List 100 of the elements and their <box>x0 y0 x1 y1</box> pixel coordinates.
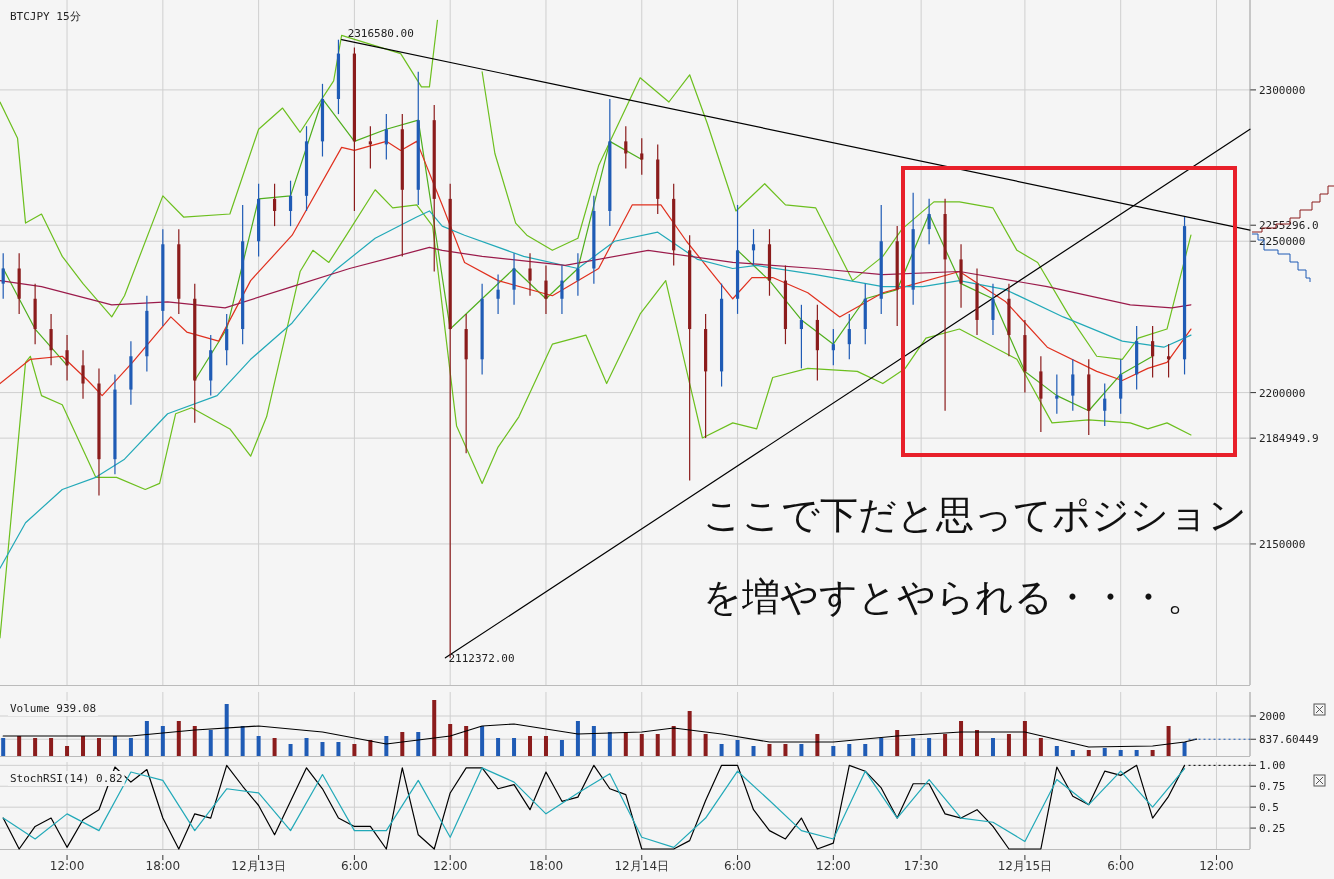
bar <box>1086 750 1091 756</box>
bar <box>975 730 980 756</box>
bar <box>990 738 995 756</box>
bar <box>623 732 628 756</box>
text: BTCJPY 15分 <box>10 10 81 23</box>
candlestick <box>368 125 372 170</box>
candlestick <box>560 264 564 315</box>
bar <box>799 744 804 756</box>
bar <box>512 738 517 756</box>
y-tick-label: 0.25 <box>1259 822 1286 836</box>
annotation: 2112372.00 <box>448 651 515 665</box>
bar <box>863 744 868 756</box>
bar <box>1022 721 1027 756</box>
candlestick <box>927 198 931 245</box>
bar <box>368 740 373 756</box>
x-tick-label: 17:30 <box>903 859 939 873</box>
bar <box>240 726 245 756</box>
bar <box>943 734 948 756</box>
bar <box>1054 746 1059 756</box>
x-tick-label: 18:00 <box>145 859 181 873</box>
candlestick <box>847 313 851 360</box>
bar <box>336 742 341 756</box>
candlestick <box>496 273 500 315</box>
candlestick <box>831 328 835 366</box>
bar <box>751 746 756 756</box>
bar <box>1118 750 1123 756</box>
candlestick <box>640 137 644 176</box>
bar <box>1134 750 1139 756</box>
candlestick <box>65 334 69 382</box>
bar <box>559 740 564 756</box>
bar <box>400 732 405 756</box>
bar <box>496 738 501 756</box>
x-tick-label: 12月13日 <box>231 859 286 873</box>
x-tick-label: 12:00 <box>1199 859 1234 873</box>
bar <box>288 744 293 756</box>
bar <box>1006 734 1011 756</box>
bar <box>1 738 6 756</box>
bar <box>416 732 421 756</box>
bar <box>352 744 357 756</box>
bar <box>65 746 70 756</box>
x-tick-label: 6:00 <box>724 859 752 873</box>
bar <box>192 726 197 756</box>
y-tick-label: 2300000 <box>1259 83 1306 97</box>
text: StochRSI(14) 0.82 <box>10 772 123 785</box>
candlestick <box>1071 358 1075 412</box>
bar <box>1070 750 1075 756</box>
bar <box>272 738 277 756</box>
bar <box>767 744 772 756</box>
candlestick <box>1166 343 1171 379</box>
y-tick-label: 2150000 <box>1259 537 1306 551</box>
bar <box>112 736 117 756</box>
x-tick-label: 12:00 <box>816 859 851 873</box>
bar <box>927 738 932 756</box>
bar <box>96 738 101 756</box>
bar <box>847 744 852 756</box>
bar <box>959 721 964 756</box>
bar <box>735 740 740 756</box>
bar <box>671 726 676 756</box>
bar <box>543 736 548 756</box>
candlestick <box>1151 325 1155 379</box>
bar <box>1150 750 1155 756</box>
candlestick <box>1103 382 1107 427</box>
y-tick-label: 2184949.9 <box>1259 432 1319 446</box>
bar <box>81 736 86 756</box>
bar <box>815 734 820 756</box>
bar <box>879 738 884 756</box>
annotation: ここで下だと思ってポジション <box>703 493 1247 537</box>
bar <box>703 734 708 756</box>
bar <box>480 726 485 756</box>
candlestick <box>81 349 85 400</box>
bar <box>911 738 916 756</box>
bar <box>528 736 533 756</box>
bar <box>208 730 213 756</box>
x-tick-label: 12:00 <box>432 859 468 873</box>
bar <box>719 744 724 756</box>
bar <box>224 704 229 756</box>
y-tick-label: 0.5 <box>1259 801 1279 815</box>
candlestick <box>384 113 388 161</box>
bar <box>1038 738 1043 756</box>
y-tick-label: 2250000 <box>1259 235 1306 249</box>
bar <box>655 734 660 756</box>
candlestick <box>1 252 5 300</box>
bar <box>639 734 644 756</box>
candlestick <box>544 264 548 315</box>
bar <box>320 742 325 756</box>
bar <box>144 721 149 756</box>
bar <box>575 721 580 756</box>
bar <box>49 738 54 756</box>
y-tick-label: 2200000 <box>1259 386 1306 400</box>
candlestick <box>288 180 293 227</box>
bar <box>895 730 900 756</box>
candlestick <box>624 125 628 170</box>
y-tick-label: 0.75 <box>1259 780 1286 794</box>
bar <box>1182 742 1187 756</box>
bar <box>1166 726 1171 756</box>
x-tick-label: 6:00 <box>1107 859 1135 873</box>
y-tick-label: 2255296.0 <box>1259 219 1319 233</box>
bar <box>33 738 38 756</box>
x-tick-label: 12:00 <box>49 859 85 873</box>
y-tick-label: 1.00 <box>1259 759 1286 773</box>
